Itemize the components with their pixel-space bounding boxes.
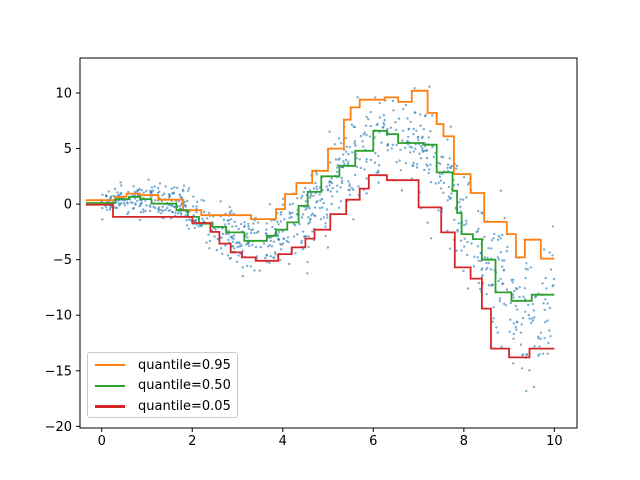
quantile-line-q0.05: [85, 174, 555, 359]
x-tick-label: 2: [188, 434, 196, 449]
x-tick-label: 4: [279, 434, 287, 449]
legend-entry-q50: quantile=0.50: [88, 376, 237, 397]
legend: quantile=0.95 quantile=0.50 quantile=0.0…: [87, 352, 238, 418]
y-tick-label: −15: [45, 364, 72, 379]
plot-spines: [79, 57, 578, 429]
legend-line-swatch-q95: [95, 364, 125, 367]
axis-ticks: 0 2 4 6 8 10 −20 −15 −10 −5 0 5 10: [45, 87, 563, 449]
x-tick-label: 10: [546, 434, 563, 449]
legend-label-q50: quantile=0.50: [138, 378, 231, 394]
legend-entry-q05: quantile=0.05: [88, 396, 237, 417]
x-tick-label: 0: [98, 434, 106, 449]
quantile-lines: [85, 89, 555, 359]
y-tick-label: −20: [45, 420, 72, 435]
y-tick-label: 0: [64, 198, 72, 213]
legend-label-q05: quantile=0.05: [138, 398, 231, 414]
x-tick-label: 8: [460, 434, 468, 449]
legend-line-swatch-q50: [95, 384, 125, 387]
legend-line-swatch-q05: [95, 405, 125, 408]
y-tick-label: 10: [55, 87, 72, 102]
quantile-line-q0.95: [85, 89, 555, 260]
legend-entry-q95: quantile=0.95: [88, 355, 237, 376]
scatter-points: [100, 85, 556, 393]
y-tick-label: 5: [64, 142, 72, 157]
legend-label-q95: quantile=0.95: [138, 357, 231, 373]
y-tick-label: −10: [45, 309, 72, 324]
y-tick-label: −5: [53, 253, 72, 268]
quantile-line-q0.50: [85, 129, 555, 302]
x-tick-label: 6: [369, 434, 377, 449]
